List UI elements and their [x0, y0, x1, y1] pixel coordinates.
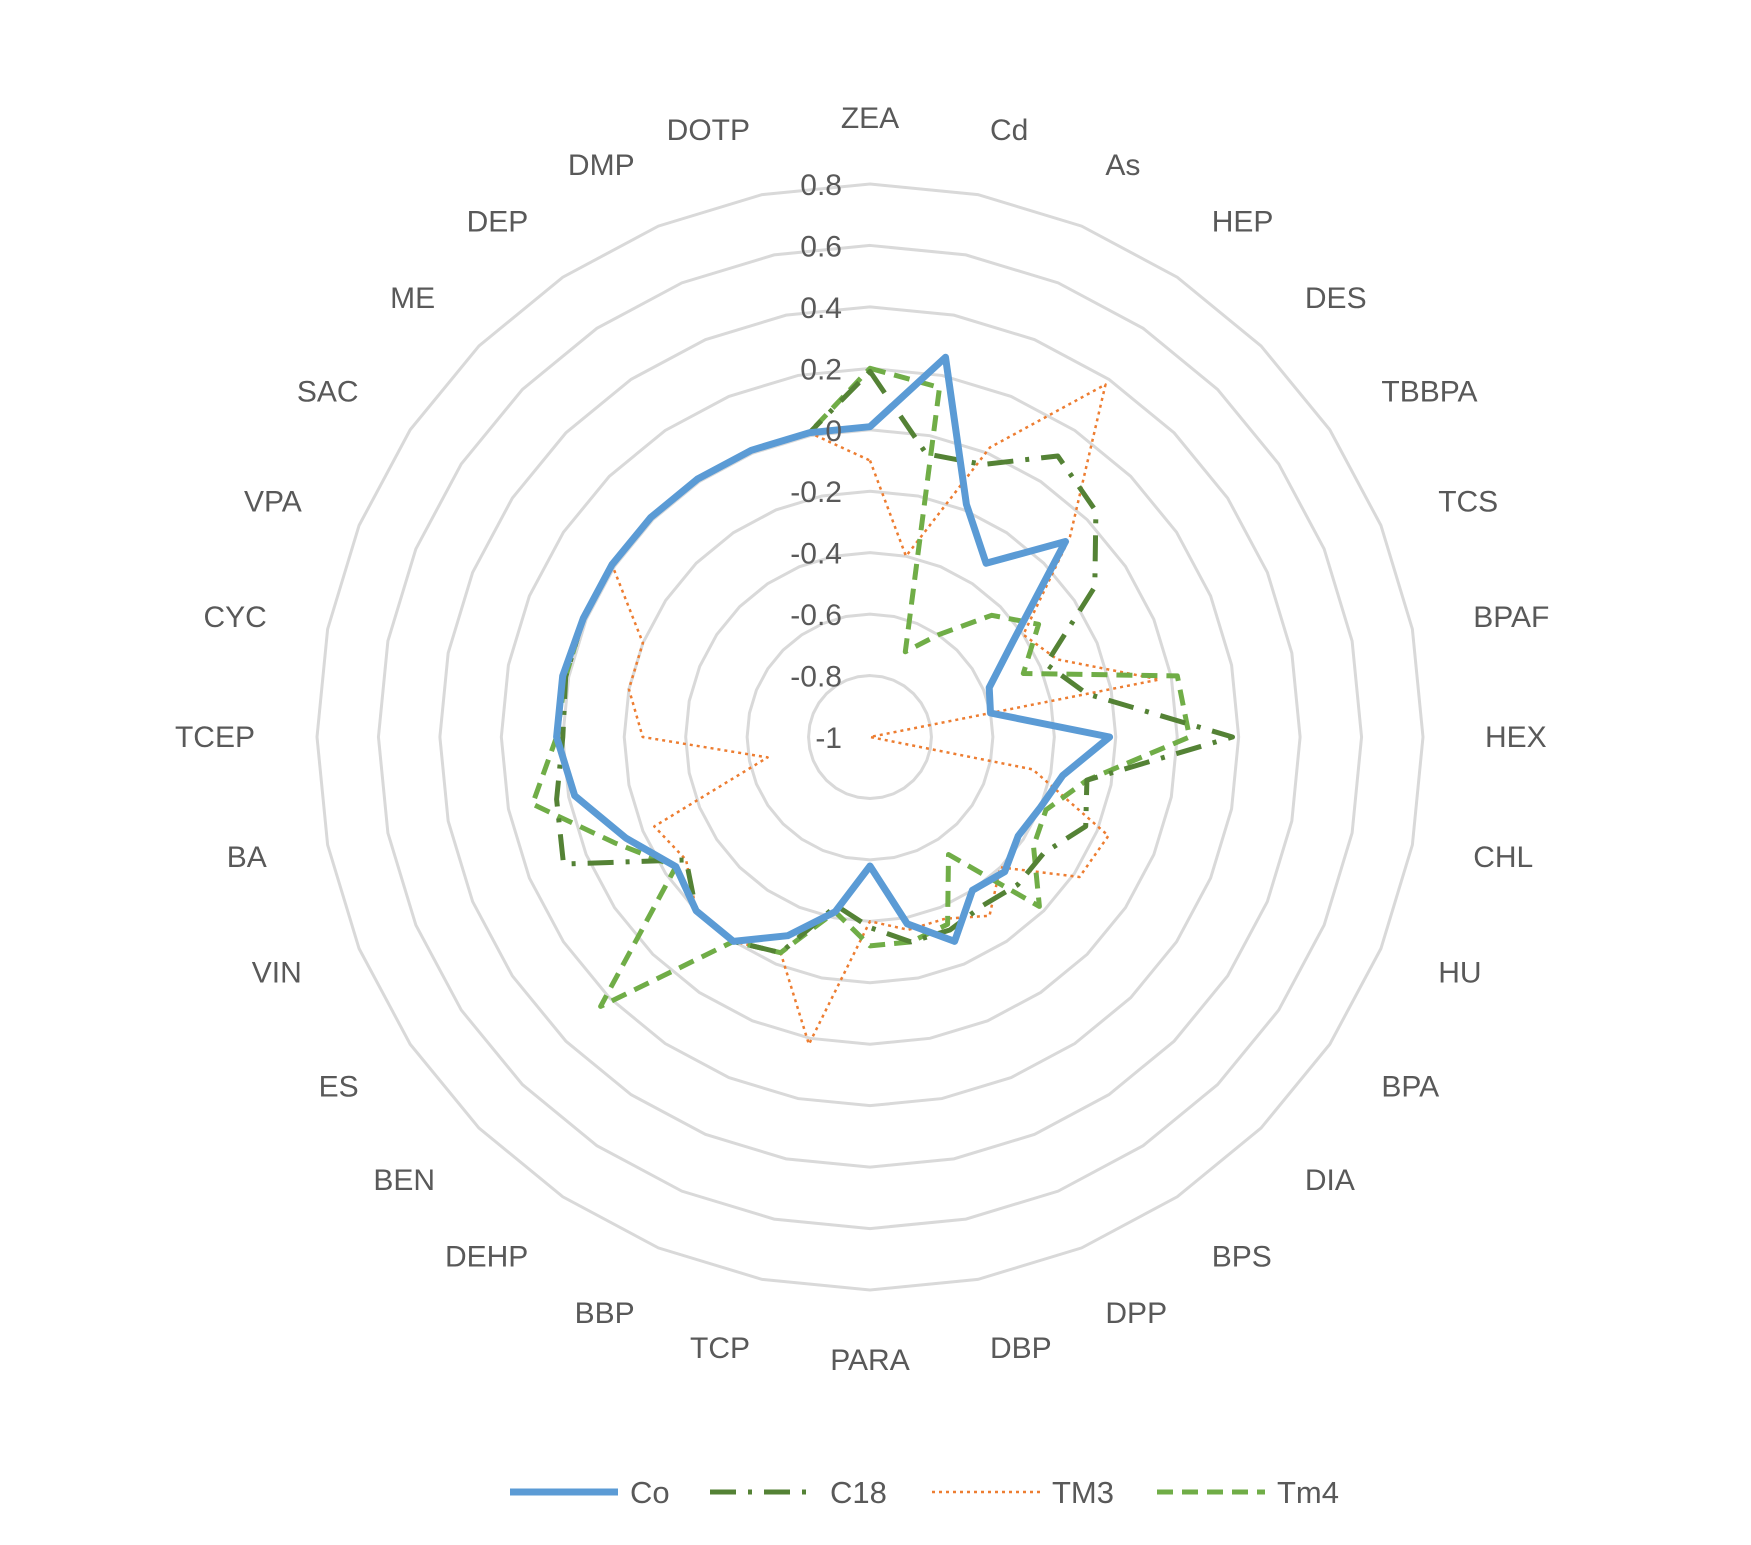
tick-label: 0.2 — [800, 353, 842, 386]
tick-label: -1 — [815, 722, 842, 755]
category-label-tcep: TCEP — [175, 721, 255, 754]
tick-label: -0.2 — [790, 476, 842, 509]
tick-label: -0.4 — [790, 538, 842, 571]
category-label-tbbpa: TBBPA — [1381, 375, 1477, 408]
grid-ring — [622, 489, 1118, 985]
category-label-dehp: DEHP — [445, 1240, 528, 1273]
category-label-bpaf: BPAF — [1473, 601, 1549, 634]
grid-ring — [745, 612, 995, 862]
tick-label: -0.8 — [790, 661, 842, 694]
series-line-tm4 — [530, 365, 1192, 1009]
category-label-vin: VIN — [252, 956, 302, 989]
legend-label-tm3: TM3 — [1052, 1475, 1114, 1510]
radar-series — [530, 353, 1235, 1046]
category-label-zea: ZEA — [841, 102, 899, 135]
tick-label: -0.6 — [790, 599, 842, 632]
category-label-des: DES — [1305, 282, 1367, 315]
grid-ring — [561, 428, 1179, 1046]
category-label-tcp: TCP — [690, 1332, 750, 1365]
tick-label: 0.8 — [800, 169, 842, 202]
category-label-bbp: BBP — [575, 1297, 635, 1330]
category-label-ba: BA — [227, 841, 267, 874]
category-label-dotp: DOTP — [667, 114, 750, 147]
category-label-sac: SAC — [297, 375, 359, 408]
category-label-vpa: VPA — [244, 486, 302, 519]
category-label-me: ME — [390, 282, 435, 315]
category-label-hu: HU — [1438, 956, 1481, 989]
category-label-hep: HEP — [1212, 206, 1274, 239]
category-label-bpa: BPA — [1381, 1071, 1439, 1104]
tick-label: 0.6 — [800, 230, 842, 263]
category-labels: ZEA Cd As HEP DES TBBPA TCS BPAF HEX CHL HU BPA DIA B… — [175, 102, 1549, 1377]
category-label-bps: BPS — [1212, 1240, 1272, 1273]
grid-ring — [807, 674, 933, 800]
category-label-para: PARA — [830, 1344, 909, 1377]
category-label-tcs: TCS — [1438, 486, 1498, 519]
category-label-hex: HEX — [1485, 721, 1547, 754]
series-line-c18 — [554, 368, 1235, 956]
radar-grid — [315, 182, 1425, 1292]
legend-label-tm4: Tm4 — [1277, 1475, 1339, 1510]
category-label-es: ES — [319, 1071, 359, 1104]
category-label-cyc: CYC — [203, 601, 266, 634]
category-label-dbp: DBP — [990, 1332, 1052, 1365]
grid-ring — [315, 182, 1425, 1292]
category-label-dmp: DMP — [568, 149, 635, 182]
grid-ring — [438, 305, 1302, 1169]
category-label-dep: DEP — [467, 206, 529, 239]
category-label-ben: BEN — [373, 1164, 435, 1197]
series-line-co — [553, 353, 1114, 945]
category-label-dpp: DPP — [1105, 1297, 1167, 1330]
category-label-dia: DIA — [1305, 1164, 1355, 1197]
tick-label: 0 — [825, 415, 842, 448]
tick-label: 0.4 — [800, 292, 842, 325]
legend-label-co: Co — [630, 1475, 670, 1510]
grid-ring — [376, 243, 1364, 1231]
grid-ring — [499, 366, 1241, 1108]
category-label-as: As — [1105, 149, 1140, 182]
category-label-cd: Cd — [990, 114, 1028, 147]
radial-tick-labels: -1 -0.8 -0.6 -0.4 -0.2 0 0.2 0.4 0.6 0.8 — [790, 169, 842, 755]
legend: Co C18 TM3 Tm4 — [510, 1475, 1339, 1510]
legend-label-c18: C18 — [830, 1475, 887, 1510]
category-label-chl: CHL — [1473, 841, 1533, 874]
series-line-tm3 — [610, 383, 1161, 1046]
